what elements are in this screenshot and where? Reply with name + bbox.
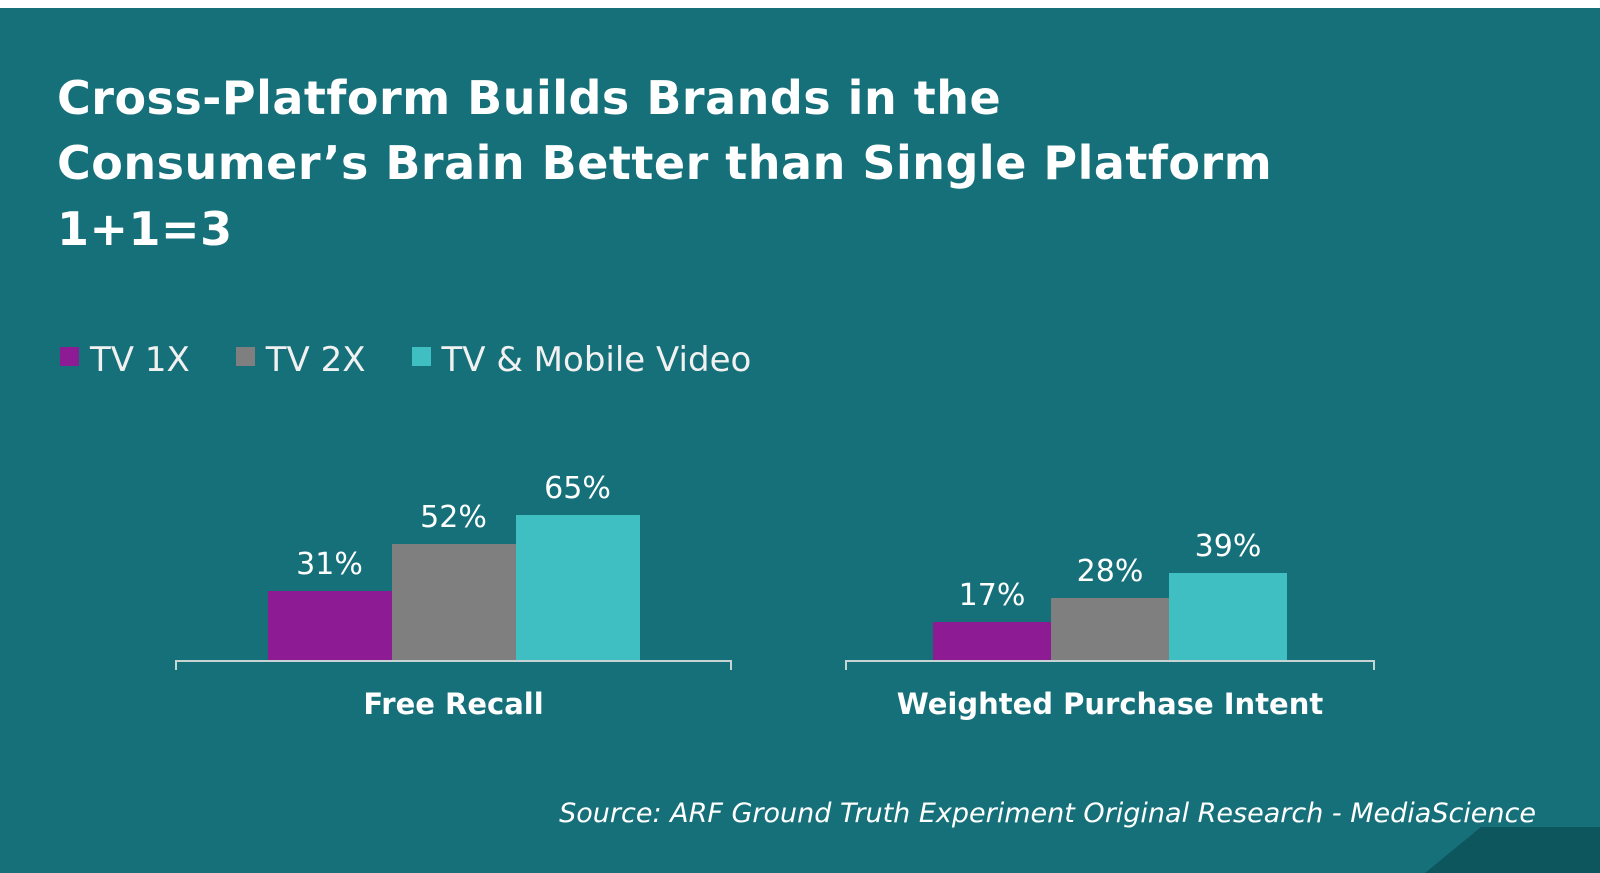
bar-column: 52%: [391, 500, 516, 660]
category-label-weighted-purchase-intent: Weighted Purchase Intent: [896, 687, 1324, 721]
legend-item-3: TV & Mobile Video: [411, 340, 752, 380]
bar: [515, 515, 640, 660]
chart-weighted-purchase-intent: 17% 28% 39% Weighted Purchase Intent: [845, 466, 1375, 721]
title-line-1: Cross-Platform Builds Brands in the: [57, 71, 1002, 125]
bar-column: 17%: [933, 578, 1051, 660]
bar: [391, 544, 516, 660]
bar-column: 28%: [1051, 554, 1169, 660]
bar: [1169, 573, 1287, 660]
x-axis: [175, 660, 732, 671]
bar-value-label: 65%: [544, 471, 611, 506]
chart-legend: TV 1X TV 2X TV & Mobile Video: [60, 340, 751, 380]
bar: [267, 591, 392, 660]
legend-item-1: TV 1X: [60, 340, 190, 380]
legend-swatch: [411, 346, 431, 366]
bar: [1051, 598, 1169, 660]
legend-label: TV & Mobile Video: [441, 340, 752, 380]
bar-group-weighted-purchase-intent: 17% 28% 39%: [845, 466, 1375, 660]
bar-value-label: 39%: [1194, 529, 1262, 564]
bar-value-label: 31%: [296, 547, 363, 582]
bar-column: 65%: [515, 471, 640, 660]
legend-swatch: [235, 346, 255, 366]
bar-group-free-recall: 31% 52% 65%: [175, 466, 732, 660]
bar: [933, 622, 1051, 660]
x-axis: [845, 660, 1375, 671]
bar-column: 39%: [1169, 529, 1287, 660]
legend-label: TV 1X: [90, 340, 190, 380]
slide-title: Cross-Platform Builds Brands in the Cons…: [57, 66, 1272, 262]
legend-item-2: TV 2X: [235, 340, 366, 380]
source-credit: Source: ARF Ground Truth Experiment Orig…: [559, 798, 1536, 829]
title-line-3: 1+1=3: [57, 201, 233, 256]
bar-column: 31%: [267, 547, 392, 660]
chart-free-recall: 31% 52% 65% Free Recall: [175, 466, 732, 721]
slide-background: Cross-Platform Builds Brands in the Cons…: [0, 8, 1600, 873]
logo-shape: [1425, 827, 1600, 873]
bar-value-label: 52%: [420, 500, 487, 535]
title-line-2: Consumer’s Brain Better than Single Plat…: [57, 136, 1273, 191]
bar-value-label: 28%: [1076, 554, 1144, 589]
category-label-free-recall: Free Recall: [363, 687, 544, 721]
legend-label: TV 2X: [265, 340, 366, 380]
bar-value-label: 17%: [958, 578, 1026, 613]
legend-swatch: [60, 346, 79, 366]
